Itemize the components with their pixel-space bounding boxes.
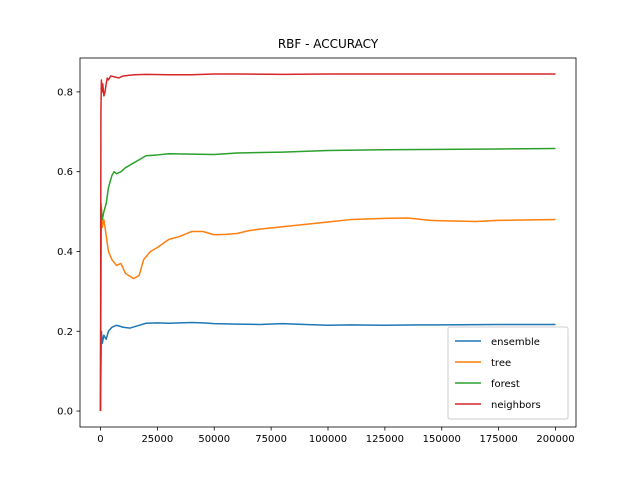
- legend-box: [447, 326, 569, 420]
- series-line-tree: [99, 202, 556, 412]
- legend-label-tree: tree: [491, 358, 511, 369]
- y-axis: 0.0 0.2 0.4 0.6 0.8: [57, 87, 80, 418]
- x-tick-label: 75000: [255, 434, 287, 445]
- legend-label-ensemble: ensemble: [491, 337, 540, 348]
- x-tick-label: 200000: [536, 434, 574, 445]
- x-tick-label: 0: [97, 434, 103, 445]
- series-layer: [99, 73, 556, 412]
- series-line-neighbors: [99, 73, 556, 412]
- chart-title: RBF - ACCURACY: [278, 37, 379, 51]
- y-tick-label: 0.2: [57, 327, 73, 338]
- series-line-ensemble: [99, 321, 556, 412]
- legend-label-neighbors: neighbors: [491, 400, 541, 411]
- x-tick-label: 175000: [480, 434, 518, 445]
- x-tick-label: 150000: [423, 434, 461, 445]
- y-tick-label: 0.6: [57, 167, 73, 178]
- legend: ensemble tree forest neighbors: [447, 326, 569, 420]
- y-tick-label: 0.8: [57, 87, 73, 98]
- x-axis: 0 25000 50000 75000 100000 125000 150000 175000…: [97, 427, 575, 445]
- legend-label-forest: forest: [491, 379, 520, 390]
- series-line-forest: [99, 147, 556, 412]
- x-tick-label: 125000: [366, 434, 404, 445]
- x-tick-label: 25000: [141, 434, 173, 445]
- x-tick-label: 100000: [309, 434, 347, 445]
- y-tick-label: 0.4: [57, 247, 73, 258]
- y-tick-label: 0.0: [57, 407, 73, 418]
- x-tick-label: 50000: [198, 434, 230, 445]
